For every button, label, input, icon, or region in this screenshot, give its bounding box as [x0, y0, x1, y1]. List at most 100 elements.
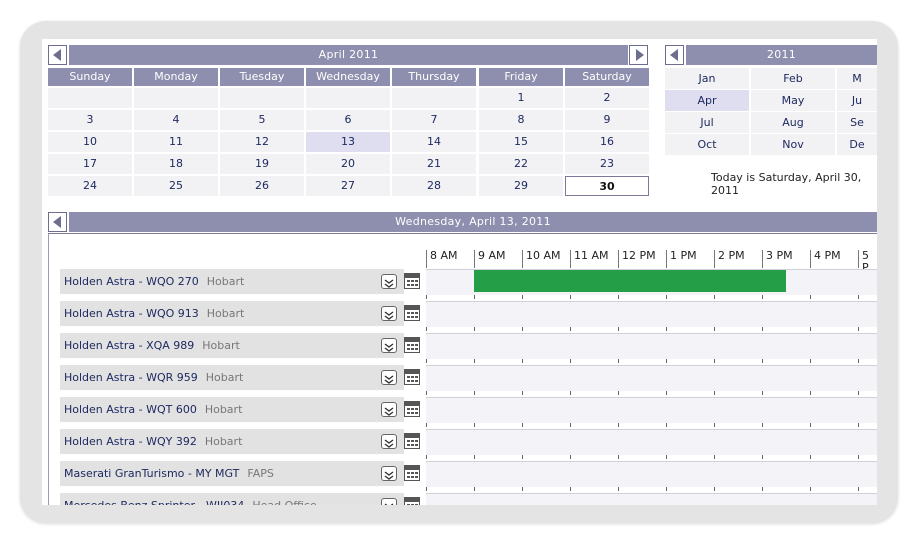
hour-tick — [666, 455, 667, 459]
day-cell[interactable]: 13 — [306, 132, 390, 152]
day-cell[interactable]: 3 — [48, 110, 132, 130]
chevron-left-icon — [53, 216, 61, 228]
day-cell[interactable]: 26 — [220, 176, 304, 196]
resource-row[interactable]: Holden Astra - WQT 600 Hobart — [60, 397, 404, 422]
expand-button[interactable] — [381, 370, 397, 385]
day-cell[interactable]: 25 — [134, 176, 218, 196]
day-cell[interactable]: 10 — [48, 132, 132, 152]
day-cell[interactable]: 17 — [48, 154, 132, 174]
calendar-icon[interactable] — [404, 401, 420, 417]
prev-year-button[interactable] — [665, 45, 684, 65]
hour-tick — [858, 455, 859, 459]
day-cell[interactable]: 4 — [134, 110, 218, 130]
prev-month-button[interactable] — [48, 45, 67, 65]
hour-tick — [810, 359, 811, 363]
hour-tick — [762, 295, 763, 299]
day-cell[interactable]: 8 — [479, 110, 563, 130]
hour-tick — [570, 327, 571, 331]
expand-button[interactable] — [381, 466, 397, 481]
month-cell[interactable]: Apr — [665, 90, 749, 111]
day-cell[interactable]: 5 — [220, 110, 304, 130]
expand-button[interactable] — [381, 306, 397, 321]
resource-row[interactable]: Holden Astra - WQY 392 Hobart — [60, 429, 404, 454]
hour-tick — [666, 327, 667, 331]
month-cell[interactable]: Feb — [751, 68, 835, 89]
calendar-icon-dot — [415, 504, 418, 505]
calendar-icon[interactable] — [404, 465, 420, 481]
expand-button[interactable] — [381, 498, 397, 505]
resource-location: Hobart — [206, 307, 245, 320]
hour-tick — [426, 359, 427, 363]
calendar-icon-dot — [411, 348, 414, 350]
expand-button[interactable] — [381, 338, 397, 353]
day-cell[interactable]: 11 — [134, 132, 218, 152]
day-cell[interactable]: 23 — [565, 154, 649, 174]
timeline-lane[interactable] — [426, 461, 877, 487]
calendar-icon-dot — [407, 280, 410, 282]
calendar-icon[interactable] — [404, 305, 420, 321]
month-cell[interactable]: De — [837, 134, 877, 155]
day-cell[interactable]: 9 — [565, 110, 649, 130]
calendar-icon[interactable] — [404, 497, 420, 505]
month-cell[interactable]: Ju — [837, 90, 877, 111]
day-cell[interactable]: 6 — [306, 110, 390, 130]
prev-day-button[interactable] — [48, 212, 67, 232]
booking-event[interactable] — [474, 270, 786, 292]
day-cell[interactable]: 27 — [306, 176, 390, 196]
day-cell[interactable]: 21 — [392, 154, 476, 174]
chevron-down-icon — [384, 311, 394, 320]
day-cell[interactable]: 22 — [479, 154, 563, 174]
expand-button[interactable] — [381, 434, 397, 449]
day-cell[interactable]: 12 — [220, 132, 304, 152]
calendar-icon[interactable] — [404, 369, 420, 385]
resource-row[interactable]: Maserati GranTurismo - MY MGT FAPS — [60, 461, 404, 486]
hour-tick — [474, 391, 475, 395]
resource-row[interactable]: Mercedes Benz Sprinter - WII034 Head Offi… — [60, 493, 404, 505]
calendar-icon[interactable] — [404, 433, 420, 449]
day-cell[interactable]: 28 — [392, 176, 476, 196]
hour-tick — [474, 359, 475, 363]
calendar-icon[interactable] — [404, 337, 420, 353]
expand-button[interactable] — [381, 402, 397, 417]
timeline-lane[interactable] — [426, 365, 877, 391]
next-month-button[interactable] — [629, 45, 648, 65]
resource-row[interactable]: Holden Astra - WQO 913 Hobart — [60, 301, 404, 326]
month-cell[interactable]: Aug — [751, 112, 835, 133]
month-cell[interactable]: May — [751, 90, 835, 111]
day-cell[interactable]: 29 — [479, 176, 563, 196]
month-cell[interactable]: Se — [837, 112, 877, 133]
resource-row[interactable]: Holden Astra - WQR 959 Hobart — [60, 365, 404, 390]
day-cell[interactable]: 16 — [565, 132, 649, 152]
timeline-lane[interactable] — [426, 493, 877, 505]
month-cell[interactable]: Nov — [751, 134, 835, 155]
month-cell[interactable]: Jul — [665, 112, 749, 133]
month-cell[interactable]: M — [837, 68, 877, 89]
day-cell[interactable]: 2 — [565, 88, 649, 108]
timeline-lane[interactable] — [426, 333, 877, 359]
timeline-lane[interactable] — [426, 397, 877, 423]
expand-button[interactable] — [381, 274, 397, 289]
day-cell[interactable]: 1 — [479, 88, 563, 108]
timeline-lane[interactable] — [426, 429, 877, 455]
calendar-icon-dot — [415, 316, 418, 318]
day-cell[interactable]: 30 — [565, 176, 649, 196]
day-cell[interactable]: 7 — [392, 110, 476, 130]
calendar-icon-dot — [415, 284, 418, 286]
day-cell[interactable]: 20 — [306, 154, 390, 174]
timeline-lane[interactable] — [426, 301, 877, 327]
month-cell[interactable]: Oct — [665, 134, 749, 155]
hour-tick — [810, 423, 811, 427]
day-cell[interactable]: 14 — [392, 132, 476, 152]
hour-tick — [858, 423, 859, 427]
calendar-icon[interactable] — [404, 273, 420, 289]
resource-row[interactable]: Holden Astra - WQO 270 Hobart — [60, 269, 404, 294]
day-cell[interactable]: 18 — [134, 154, 218, 174]
resource-row[interactable]: Holden Astra - XQA 989 Hobart — [60, 333, 404, 358]
calendar-icon-dot — [411, 444, 414, 446]
resource-title: Holden Astra - WQY 392 — [64, 435, 197, 448]
day-cell[interactable]: 19 — [220, 154, 304, 174]
day-cell[interactable]: 15 — [479, 132, 563, 152]
time-label: 12 PM — [618, 250, 656, 268]
day-cell[interactable]: 24 — [48, 176, 132, 196]
month-cell[interactable]: Jan — [665, 68, 749, 89]
